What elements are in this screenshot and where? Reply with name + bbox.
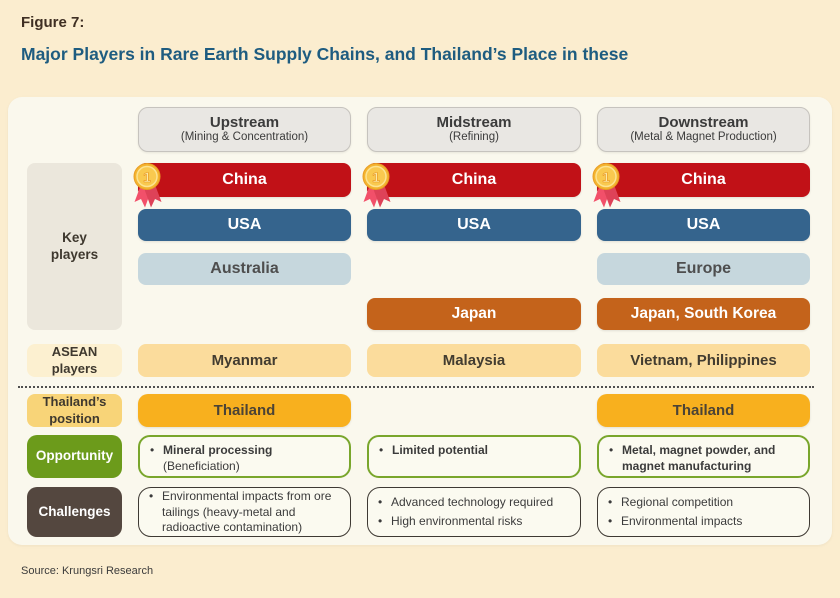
figure-label: Figure 7: [21, 14, 85, 31]
bullet-dot: • [149, 489, 154, 504]
bar-japan-midstream: Japan [367, 298, 581, 330]
challenges-box-midstream: • Advanced technology required • High en… [367, 487, 581, 537]
challenges-box-upstream: • Environmental impacts from ore tailing… [138, 487, 351, 537]
row-label-key-players: Key players [27, 163, 122, 330]
challenge-text: Environmental impacts from ore tailings … [162, 489, 332, 535]
bar-thailand-upstream: Thailand [138, 394, 351, 427]
bar-label: China [681, 171, 726, 188]
bullet-item: • Advanced technology required [378, 495, 572, 511]
column-header-downstream: Downstream (Metal & Magnet Production) [597, 107, 810, 152]
bullet-dot: • [150, 443, 155, 457]
column-title: Downstream [658, 113, 749, 131]
challenge-text: High environmental risks [391, 514, 523, 528]
opportunity-sub: (Beneficiation) [163, 458, 240, 473]
column-title: Upstream [209, 113, 280, 131]
bullet-item: • Regional competition [608, 495, 801, 511]
medal-rank-number: 1 [602, 169, 610, 185]
bar-japan-southkorea-downstream: Japan, South Korea [597, 298, 810, 330]
bullet-dot: • [608, 495, 613, 510]
bullet-item: • Metal, magnet powder, and magnet manuf… [609, 443, 800, 474]
bar-vietnam-philippines-downstream: Vietnam, Philippines [597, 344, 810, 377]
column-header-midstream: Midstream (Refining) [367, 107, 581, 152]
diagram-grid: Upstream (Mining & Concentration) Midstr… [8, 97, 832, 537]
bar-myanmar-upstream: Myanmar [138, 344, 351, 377]
bar-usa-downstream: USA [597, 209, 810, 241]
bullet-item: • High environmental risks [378, 514, 572, 530]
bar-china-upstream: 1 China [133, 163, 351, 208]
opportunity-box-midstream: • Limited potential [367, 435, 581, 478]
column-header-upstream: Upstream (Mining & Concentration) [138, 107, 351, 152]
column-subtitle: (Mining & Concentration) [180, 131, 309, 144]
bullet-item: • Mineral processing (Beneficiation) [150, 443, 341, 474]
opportunity-main: Mineral processing [163, 443, 273, 457]
bar-label: China [222, 171, 267, 188]
bar-europe-downstream: Europe [597, 253, 810, 285]
challenge-text: Regional competition [621, 495, 734, 510]
column-title: Midstream [436, 113, 512, 131]
bullet-item: • Limited potential [379, 443, 571, 459]
opportunity-box-upstream: • Mineral processing (Beneficiation) [138, 435, 351, 478]
medal-rank-number: 1 [372, 169, 380, 185]
column-subtitle: (Metal & Magnet Production) [630, 131, 777, 144]
bullet-dot: • [378, 495, 383, 510]
bullet-item: • Environmental impacts [608, 514, 801, 530]
gold-medal-icon: 1 [592, 163, 621, 208]
gold-medal-icon: 1 [362, 163, 391, 208]
medal-rank-number: 1 [143, 169, 151, 185]
bar-malaysia-midstream: Malaysia [367, 344, 581, 377]
row-label-opportunity: Opportunity [27, 435, 122, 478]
bar-usa-midstream: USA [367, 209, 581, 241]
bar-usa-upstream: USA [138, 209, 351, 241]
challenge-text: Environmental impacts [621, 514, 743, 528]
bar-thailand-downstream: Thailand [597, 394, 810, 427]
bullet-dot: • [378, 514, 383, 528]
diagram-panel: Upstream (Mining & Concentration) Midstr… [8, 97, 832, 545]
gold-medal-icon: 1 [133, 163, 162, 208]
bar-china-midstream: 1 China [362, 163, 581, 208]
opportunity-main: Metal, magnet powder, and magnet manufac… [622, 443, 776, 473]
dashed-separator [18, 386, 814, 388]
row-label-thailand-position: Thailand’s position [27, 394, 122, 427]
bullet-item: • Environmental impacts from ore tailing… [149, 489, 342, 536]
row-label-challenges: Challenges [27, 487, 122, 537]
opportunity-main: Limited potential [392, 443, 488, 457]
challenges-box-downstream: • Regional competition • Environmental i… [597, 487, 810, 537]
bullet-dot: • [609, 443, 614, 457]
title-block: Figure 7: Major Players in Rare Earth Su… [0, 0, 840, 65]
bar-china-downstream: 1 China [592, 163, 810, 208]
column-subtitle: (Refining) [449, 131, 499, 144]
figure-title: Major Players in Rare Earth Supply Chain… [21, 44, 629, 64]
bar-australia-upstream: Australia [138, 253, 351, 285]
source-note: Source: Krungsri Research [21, 565, 154, 577]
opportunity-box-downstream: • Metal, magnet powder, and magnet manuf… [597, 435, 810, 478]
bar-label: China [451, 171, 497, 188]
bullet-dot: • [608, 514, 613, 528]
row-label-asean-players: ASEAN players [27, 344, 122, 377]
bullet-text: Mineral processing (Beneficiation) [163, 443, 341, 474]
challenge-text: Advanced technology required [391, 495, 554, 510]
bullet-dot: • [379, 443, 384, 457]
